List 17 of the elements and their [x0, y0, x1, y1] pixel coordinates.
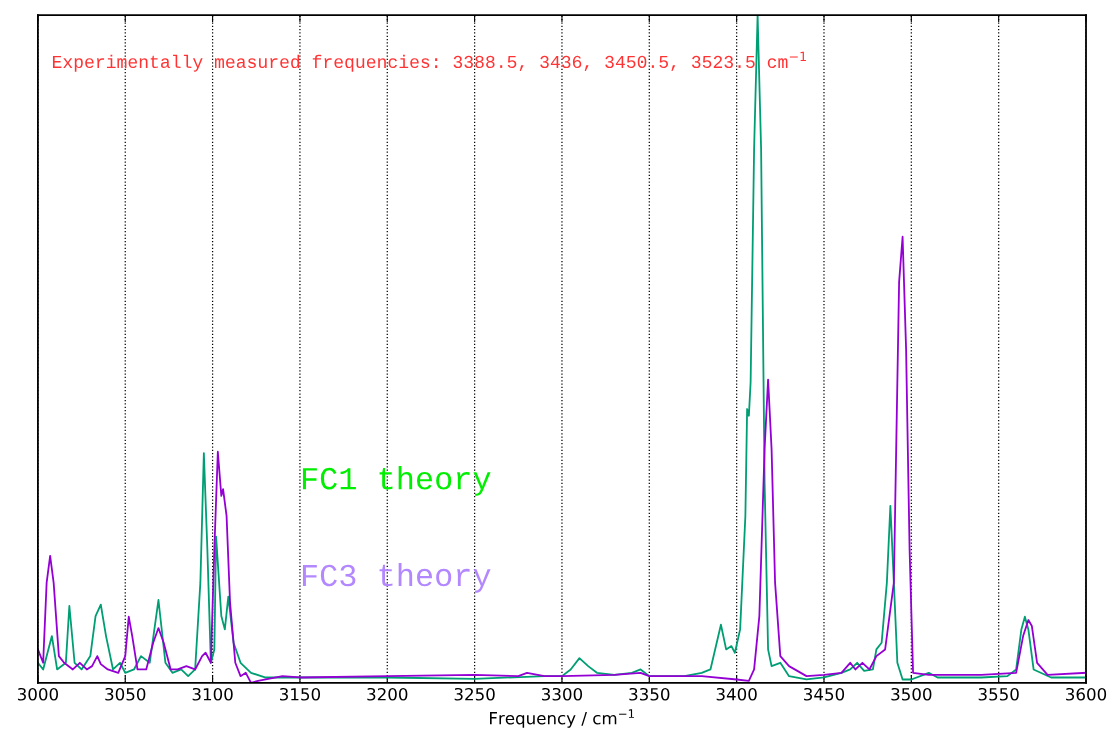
x-tick-label: 3500 — [891, 687, 932, 701]
annotation: FC1 theory — [302, 466, 491, 496]
annotation: Experimentally measured frequencies: 3388.5, 3436, 3450.5, 3523.5 cm$^{−1}$ — [52, 51, 806, 72]
x-tick-label: 3200 — [367, 687, 408, 701]
x-tick-label: 3350 — [629, 687, 670, 701]
x-tick-label: 3000 — [17, 687, 59, 701]
x-tick-label: 3400 — [716, 687, 757, 701]
x-axis-title: Frequency / cm$^{−1}$ — [490, 709, 634, 728]
x-tick-label: 3300 — [542, 687, 583, 701]
annotation: FC3 theory — [302, 562, 491, 593]
x-tick-label: 3550 — [978, 687, 1019, 701]
x-tick-label: 3150 — [280, 687, 321, 701]
x-tick-label: 3100 — [192, 687, 233, 701]
x-tick-label: 3050 — [105, 687, 146, 701]
x-tick-label: 3450 — [804, 687, 845, 701]
x-tick-label: 3600 — [1066, 687, 1107, 701]
x-tick-label: 3250 — [454, 687, 495, 701]
